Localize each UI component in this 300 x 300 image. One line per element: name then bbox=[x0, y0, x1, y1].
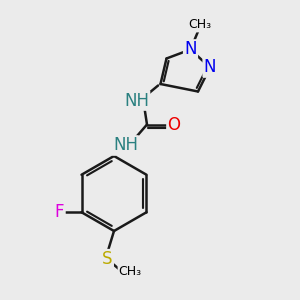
Text: N: N bbox=[204, 58, 216, 76]
Text: CH₃: CH₃ bbox=[118, 265, 142, 278]
Text: NH: NH bbox=[124, 92, 149, 110]
Text: CH₃: CH₃ bbox=[188, 18, 211, 32]
Text: NH: NH bbox=[113, 136, 138, 154]
Text: O: O bbox=[167, 116, 181, 134]
Text: N: N bbox=[184, 40, 197, 58]
Text: F: F bbox=[55, 203, 64, 221]
Text: S: S bbox=[102, 250, 113, 268]
